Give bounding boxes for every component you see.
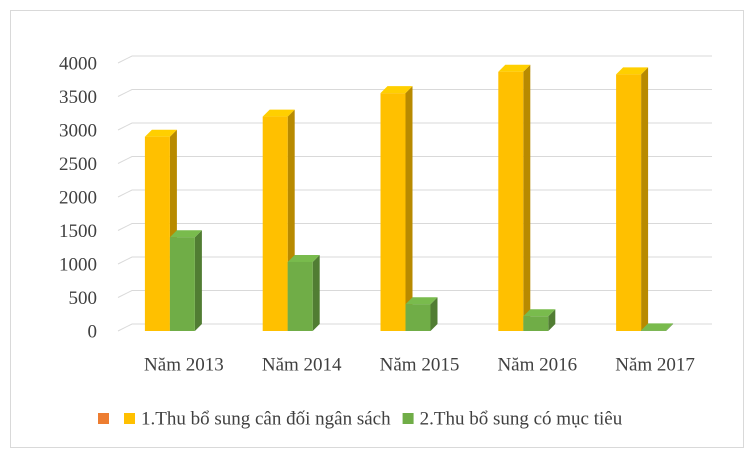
bar-top: [287, 254, 320, 262]
bar-top: [380, 86, 413, 94]
bar-side: [430, 297, 438, 331]
bar: [523, 309, 556, 331]
bar: [287, 254, 320, 331]
bar-side: [405, 86, 413, 332]
grid-line: [117, 55, 712, 64]
bar-front: [262, 116, 288, 331]
x-tick-label: Năm 2016: [497, 354, 577, 375]
bar-front: [498, 71, 524, 332]
y-tick-label: 1500: [59, 221, 97, 242]
y-tick-label: 500: [69, 288, 98, 309]
bar-front: [641, 330, 667, 331]
y-tick-label: 3000: [59, 120, 97, 141]
legend-swatch-unnamed: [98, 413, 109, 424]
bar-side: [666, 323, 674, 331]
legend-label: 1.Thu bổ sung cân đối ngân sách: [141, 408, 391, 429]
bar-front: [287, 261, 313, 331]
y-tick-label: 1000: [59, 254, 97, 275]
bar-top: [498, 64, 531, 72]
bar-top: [405, 297, 438, 305]
bar-front: [144, 136, 170, 331]
bar: [405, 297, 438, 331]
bar-front: [380, 93, 406, 332]
chart-frame: [10, 10, 744, 448]
bar: [616, 67, 649, 331]
bar-top: [262, 109, 295, 117]
bar-front: [169, 237, 195, 331]
bar-side: [523, 64, 531, 332]
x-tick-label: Năm 2014: [262, 354, 342, 375]
x-tick-label: Năm 2017: [615, 354, 695, 375]
legend-swatch: [124, 413, 135, 424]
bar-side: [548, 309, 556, 331]
bar-front: [405, 304, 431, 331]
bar: [169, 230, 202, 331]
y-tick-label: 3500: [59, 87, 97, 108]
y-tick-label: 2500: [59, 154, 97, 175]
legend-label: 2.Thu bổ sung có mục tiêu: [420, 408, 623, 429]
bar-side: [312, 254, 320, 331]
bar-top: [144, 129, 177, 137]
bar-top: [169, 230, 202, 238]
x-tick-label: Năm 2015: [380, 354, 460, 375]
bar-front: [616, 74, 642, 331]
y-tick-label: 4000: [59, 53, 97, 74]
y-tick-label: 2000: [59, 187, 97, 208]
bar-side: [641, 67, 649, 331]
bar: [380, 86, 413, 332]
bar-front: [523, 316, 549, 331]
bar-top: [616, 67, 649, 75]
bar-side: [194, 230, 202, 331]
bar: [144, 129, 177, 331]
bar: [641, 323, 674, 331]
x-tick-label: Năm 2013: [144, 354, 224, 375]
bar-top: [641, 323, 674, 331]
bar-top: [523, 309, 556, 317]
y-tick-label: 0: [88, 321, 98, 342]
legend-swatch: [402, 413, 414, 424]
bar: [498, 64, 531, 332]
